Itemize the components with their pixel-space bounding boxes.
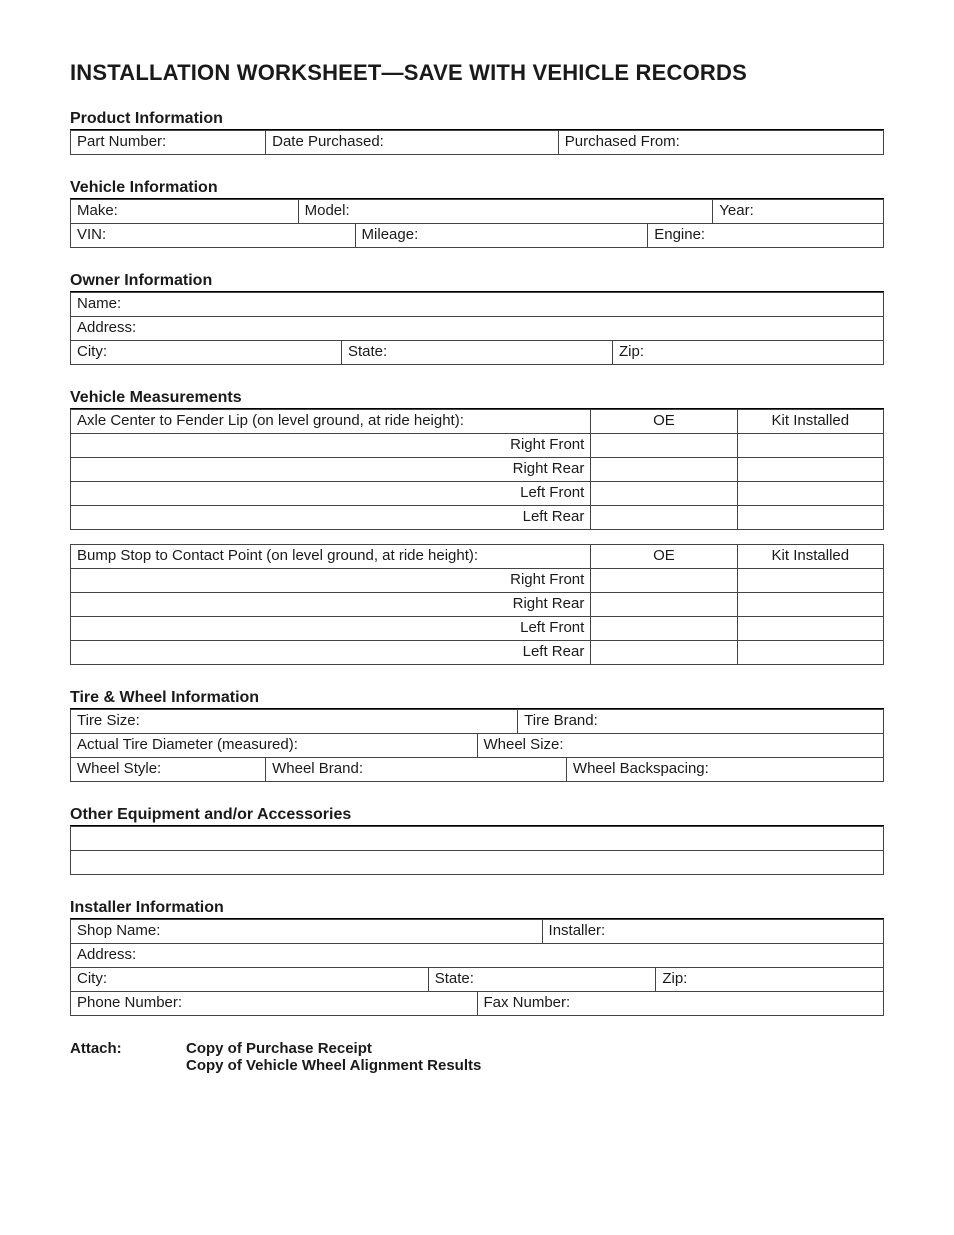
- actual-tire-diameter-cell[interactable]: Actual Tire Diameter (measured):: [71, 734, 478, 758]
- meas2-lf-oe[interactable]: [591, 617, 737, 641]
- other-row-2[interactable]: [71, 851, 884, 875]
- tire-wheel-table-1: Tire Size: Tire Brand:: [70, 709, 884, 734]
- owner-state-cell[interactable]: State:: [342, 341, 613, 365]
- shop-name-cell[interactable]: Shop Name:: [71, 920, 543, 944]
- owner-table: Name: Address: City: State: Zip:: [70, 292, 884, 365]
- meas2-rr-oe[interactable]: [591, 593, 737, 617]
- part-number-cell[interactable]: Part Number:: [71, 131, 266, 155]
- meas2-row-lr: Left Rear: [71, 641, 591, 665]
- meas1-oe-head: OE: [591, 410, 737, 434]
- vehicle-table-2: VIN: Mileage: Engine:: [70, 224, 884, 248]
- tire-size-cell[interactable]: Tire Size:: [71, 710, 518, 734]
- attach-items: Copy of Purchase Receipt Copy of Vehicle…: [186, 1040, 481, 1074]
- model-cell[interactable]: Model:: [298, 200, 713, 224]
- owner-address-cell[interactable]: Address:: [71, 317, 884, 341]
- wheel-backspacing-cell[interactable]: Wheel Backspacing:: [566, 758, 883, 782]
- vin-cell[interactable]: VIN:: [71, 224, 356, 248]
- wheel-style-cell[interactable]: Wheel Style:: [71, 758, 266, 782]
- vehicle-information-section: Vehicle Information Make: Model: Year: V…: [70, 179, 884, 248]
- installer-address-cell[interactable]: Address:: [71, 944, 884, 968]
- attach-item-2: Copy of Vehicle Wheel Alignment Results: [186, 1057, 481, 1074]
- product-header: Product Information: [70, 110, 884, 130]
- meas2-rr-kit[interactable]: [737, 593, 883, 617]
- engine-cell[interactable]: Engine:: [648, 224, 884, 248]
- installer-zip-cell[interactable]: Zip:: [656, 968, 884, 992]
- meas1-lf-kit[interactable]: [737, 482, 883, 506]
- installer-information-section: Installer Information Shop Name: Install…: [70, 899, 884, 1016]
- meas1-row-lr: Left Rear: [71, 506, 591, 530]
- installer-header: Installer Information: [70, 899, 884, 919]
- other-header: Other Equipment and/or Accessories: [70, 806, 884, 826]
- attach-label: Attach:: [70, 1040, 150, 1074]
- wheel-size-cell[interactable]: Wheel Size:: [477, 734, 884, 758]
- installer-city-cell[interactable]: City:: [71, 968, 429, 992]
- date-purchased-cell[interactable]: Date Purchased:: [266, 131, 559, 155]
- product-information-section: Product Information Part Number: Date Pu…: [70, 110, 884, 155]
- meas2-lr-kit[interactable]: [737, 641, 883, 665]
- attach-section: Attach: Copy of Purchase Receipt Copy of…: [70, 1040, 884, 1074]
- installer-table-2: Address:: [70, 944, 884, 968]
- vehicle-table-1: Make: Model: Year:: [70, 199, 884, 224]
- purchased-from-cell[interactable]: Purchased From:: [558, 131, 883, 155]
- product-table: Part Number: Date Purchased: Purchased F…: [70, 130, 884, 155]
- tire-wheel-table-2: Actual Tire Diameter (measured): Wheel S…: [70, 734, 884, 758]
- vehicle-measurements-section: Vehicle Measurements Axle Center to Fend…: [70, 389, 884, 665]
- vehicle-header: Vehicle Information: [70, 179, 884, 199]
- meas2-rf-kit[interactable]: [737, 569, 883, 593]
- meas1-rf-oe[interactable]: [591, 434, 737, 458]
- meas2-row-rr: Right Rear: [71, 593, 591, 617]
- meas1-lf-oe[interactable]: [591, 482, 737, 506]
- installer-name-cell[interactable]: Installer:: [542, 920, 883, 944]
- meas1-row-lf: Left Front: [71, 482, 591, 506]
- meas1-lr-oe[interactable]: [591, 506, 737, 530]
- other-row-1[interactable]: [71, 827, 884, 851]
- meas1-rr-kit[interactable]: [737, 458, 883, 482]
- installer-fax-cell[interactable]: Fax Number:: [477, 992, 884, 1016]
- meas2-row-rf: Right Front: [71, 569, 591, 593]
- owner-information-section: Owner Information Name: Address: City: S…: [70, 272, 884, 365]
- installer-table-1: Shop Name: Installer:: [70, 919, 884, 944]
- tire-wheel-header: Tire & Wheel Information: [70, 689, 884, 709]
- meas2-rf-oe[interactable]: [591, 569, 737, 593]
- measurements-table-2: Bump Stop to Contact Point (on level gro…: [70, 544, 884, 665]
- meas1-desc: Axle Center to Fender Lip (on level grou…: [71, 410, 591, 434]
- meas2-desc: Bump Stop to Contact Point (on level gro…: [71, 545, 591, 569]
- other-equipment-table: [70, 826, 884, 875]
- installer-table-4: Phone Number: Fax Number:: [70, 992, 884, 1016]
- owner-zip-cell[interactable]: Zip:: [613, 341, 884, 365]
- tire-brand-cell[interactable]: Tire Brand:: [518, 710, 884, 734]
- meas1-row-rf: Right Front: [71, 434, 591, 458]
- other-equipment-section: Other Equipment and/or Accessories: [70, 806, 884, 875]
- installer-phone-cell[interactable]: Phone Number:: [71, 992, 478, 1016]
- tire-wheel-table-3: Wheel Style: Wheel Brand: Wheel Backspac…: [70, 758, 884, 782]
- year-cell[interactable]: Year:: [713, 200, 884, 224]
- installer-state-cell[interactable]: State:: [428, 968, 656, 992]
- mileage-cell[interactable]: Mileage:: [355, 224, 648, 248]
- installer-table-3: City: State: Zip:: [70, 968, 884, 992]
- make-cell[interactable]: Make:: [71, 200, 299, 224]
- meas1-rr-oe[interactable]: [591, 458, 737, 482]
- meas2-lf-kit[interactable]: [737, 617, 883, 641]
- meas2-lr-oe[interactable]: [591, 641, 737, 665]
- owner-name-cell[interactable]: Name:: [71, 293, 884, 317]
- meas1-rf-kit[interactable]: [737, 434, 883, 458]
- meas1-lr-kit[interactable]: [737, 506, 883, 530]
- page-title: INSTALLATION WORKSHEET—SAVE WITH VEHICLE…: [70, 60, 884, 86]
- measurements-header: Vehicle Measurements: [70, 389, 884, 409]
- attach-item-1: Copy of Purchase Receipt: [186, 1040, 481, 1057]
- measurements-table-1: Axle Center to Fender Lip (on level grou…: [70, 409, 884, 530]
- meas1-row-rr: Right Rear: [71, 458, 591, 482]
- tire-wheel-section: Tire & Wheel Information Tire Size: Tire…: [70, 689, 884, 782]
- meas2-kit-head: Kit Installed: [737, 545, 883, 569]
- meas2-oe-head: OE: [591, 545, 737, 569]
- meas1-kit-head: Kit Installed: [737, 410, 883, 434]
- owner-city-cell[interactable]: City:: [71, 341, 342, 365]
- meas2-row-lf: Left Front: [71, 617, 591, 641]
- wheel-brand-cell[interactable]: Wheel Brand:: [266, 758, 567, 782]
- owner-header: Owner Information: [70, 272, 884, 292]
